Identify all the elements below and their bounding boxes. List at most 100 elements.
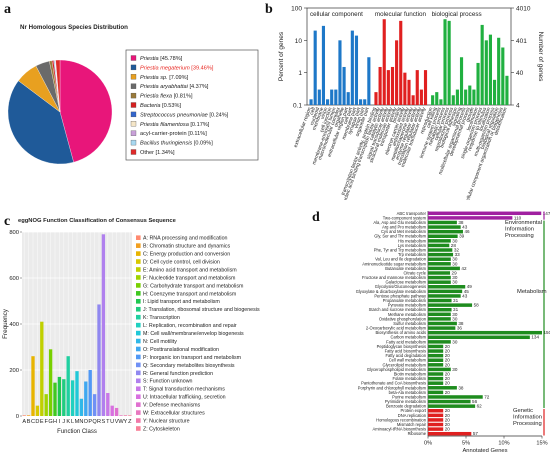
kegg-bar-citrate-cycle xyxy=(428,271,451,275)
eggnog-bar-d xyxy=(35,405,40,416)
eggnog-legend-label-t: T: Signal transduction mechanisms xyxy=(143,387,225,393)
eggnog-legend-label-i: I: Lipid transport and metabolism xyxy=(143,299,220,305)
pie-legend-swatch-priestia-sp xyxy=(130,74,137,80)
go-bar-reproductive-process xyxy=(451,95,455,105)
go-bar-macromolecular-complex xyxy=(338,40,342,106)
kegg-value-label-abc-transporter: 147 xyxy=(543,211,550,216)
go-bar-organelle xyxy=(342,66,346,105)
kegg-value-label-biotin-metabolism: 20 xyxy=(445,371,451,376)
kegg-row-label-beta-ala-metabolism: beta-Ala metabolism xyxy=(389,390,427,395)
go-bar-extracellular-region xyxy=(309,99,313,105)
kegg-row-label-porphyrin-and-chlorophyll-metabolism: Porphyrin and chlorophyll metabolism xyxy=(358,385,427,390)
kegg-group-label-genetic-information-processing: Processing xyxy=(513,421,542,427)
eggnog-legend-swatch-z xyxy=(136,426,141,431)
kegg-row-label-2-oxocarboxylic-acid-metabolism: 2-Oxocarboxylic acid metabolism xyxy=(366,326,427,331)
kegg-value-label-pantothenate-and-coa-biosynthesis: 20 xyxy=(445,381,451,386)
kegg-bar-pentose-phosphate-pathway xyxy=(428,294,461,298)
kegg-row-label-two-component-system: Two-component system xyxy=(383,215,427,220)
eggnog-y-tick-label: 200 xyxy=(9,368,19,374)
kegg-bar-protein-export xyxy=(428,409,444,413)
kegg-bar-beta-ala-metabolism xyxy=(428,390,444,395)
kegg-group-label-metabolism: Metabolism xyxy=(517,289,547,295)
panel-c-eggnog-bar-chart: eggNOG Function Classification of Consen… xyxy=(0,210,312,455)
kegg-bar-2-oxocarboxylic-acid-metabolism xyxy=(428,326,456,330)
go-bar-extracellular-region-part xyxy=(346,92,350,105)
kegg-value-label-cell-wall-metabolism: 20 xyxy=(445,358,451,363)
pie-legend-swatch-priestia xyxy=(130,55,137,61)
eggnog-bar-r xyxy=(97,304,101,416)
eggnog-legend-swatch-t xyxy=(136,386,141,392)
pie-legend-label-streptococcus-pneumoniae: Streptococcus pneumoniae [0.24%] xyxy=(140,112,229,118)
pie-legend-label-priestia-megaterium: Priestia megaterium [39.46%] xyxy=(140,65,214,71)
kegg-bar-cell-wall-metabolism xyxy=(428,358,444,362)
eggnog-x-tick-label-n: N xyxy=(79,419,83,425)
kegg-value-label-fatty-acid-degradation: 20 xyxy=(445,353,451,358)
kegg-row-label-dna-replication: DNA replication xyxy=(398,413,427,418)
kegg-value-label-fatty-acid-biosynthesis: 20 xyxy=(445,349,451,354)
kegg-bar-fatty-acid-metabolism xyxy=(428,340,451,344)
go-bar-organelle-part xyxy=(367,57,371,105)
eggnog-bar-u xyxy=(110,405,114,416)
panel-letter-b: b xyxy=(265,2,273,17)
eggnog-legend-label-c: C: Energy production and conversion xyxy=(143,252,230,258)
go-bar-reproduction xyxy=(431,95,435,105)
kegg-x-tick-label: 5% xyxy=(462,441,470,447)
eggnog-bar-y xyxy=(123,415,128,416)
kegg-row-label-fructose-and-mannose-metabolism: Fructose and mannose metabolism xyxy=(362,275,427,280)
panel-a-pie-chart: Nr Homologous Species Distribution Priest… xyxy=(0,0,265,200)
kegg-row-label-aminoacyl-trna-biosynthesis: Aminoacyl-tRNA biosynthesis xyxy=(373,427,426,432)
eggnog-bar-h xyxy=(53,382,57,416)
kegg-row-label-pentose-phosphate-pathway: Pentose phosphate pathway xyxy=(374,293,427,298)
eggnog-x-tick-label-m: M xyxy=(75,419,80,425)
eggnog-legend-label-o: O: Posttranslational modification xyxy=(143,347,219,353)
panel-letter-c: c xyxy=(4,214,11,229)
kegg-value-label-fatty-acid-metabolism: 30 xyxy=(452,339,458,344)
eggnog-x-tick-label-d: D xyxy=(35,419,39,425)
kegg-value-label-pyruvate-metabolism: 58 xyxy=(474,303,480,308)
kegg-row-label-carbon-metabolism: Carbon metabolism xyxy=(391,335,427,340)
kegg-value-label-methane-metabolism: 30 xyxy=(452,312,458,317)
go-bar-electron-carrier-activity xyxy=(403,72,407,105)
eggnog-x-tick-label-g: G xyxy=(48,419,52,425)
kegg-bar-gly-ser-and-thr-metabolism xyxy=(428,234,458,238)
go-group-label-cellular-component: cellular component xyxy=(310,11,363,18)
pie-legend-swatch-streptococcus-pneumoniae xyxy=(130,111,137,118)
go-bar-transporter-activity xyxy=(395,40,399,106)
eggnog-legend-swatch-y xyxy=(136,418,141,423)
eggnog-x-tick-label-q: Q xyxy=(92,419,97,425)
eggnog-legend-swatch-b xyxy=(136,243,141,248)
kegg-bar-glyoxylate-dicarboxylate-metabolism xyxy=(428,289,463,294)
eggnog-x-tick-label-v: V xyxy=(115,419,119,425)
kegg-value-label-dna-replication: 20 xyxy=(445,413,451,418)
go-bar-membrane xyxy=(321,25,326,106)
eggnog-title: eggNOG Function Classification of Consen… xyxy=(18,218,177,224)
go-bar-locomotion xyxy=(476,62,480,105)
eggnog-x-tick-label-b: B xyxy=(27,419,31,425)
kegg-bar-val-leu-and-ile-degradation xyxy=(428,257,451,261)
eggnog-bar-k xyxy=(66,356,70,416)
pie-legend-label-priestia-sp: Priestia sp. [7.09%] xyxy=(140,75,189,81)
kegg-bar-two-component-system xyxy=(428,216,513,220)
eggnog-legend-swatch-u xyxy=(136,394,141,399)
pie-legend-label-priestia-aryabhattai: Priestia aryabhattai [4.37%] xyxy=(140,84,209,90)
kegg-row-label-mismatch-repair: Mismatch repair xyxy=(397,422,427,427)
eggnog-y-tick-label: 0 xyxy=(16,414,19,420)
pie-legend-swatch-priestia-aryabhattai xyxy=(130,83,137,89)
kegg-row-label-phe-tyr-and-trp-metabolism: Phe, Tyr and Trp metabolism xyxy=(374,248,427,253)
kegg-row-label-propanoate-metabolism: Propanoate metabolism xyxy=(383,298,427,303)
eggnog-bar-g xyxy=(48,349,53,416)
go-bar-nucleoid xyxy=(317,89,321,105)
kegg-bar-arg-and-pro-metabolism xyxy=(428,225,461,229)
kegg-value-label-benzoate-degradation: 62 xyxy=(477,404,483,409)
go-bar-binding xyxy=(399,20,403,105)
kegg-bar-cys-and-met-metabolism xyxy=(428,229,463,234)
kegg-bar-pantothenate-and-coa-biosynthesis xyxy=(428,381,444,385)
kegg-row-label-folate-metabolism: Folate metabolism xyxy=(393,376,427,381)
kegg-x-tick-label: 0% xyxy=(424,441,432,447)
eggnog-legend-swatch-c xyxy=(136,251,141,256)
go-bar-signal-transducer-activity xyxy=(386,70,390,105)
kegg-bar-folate-metabolism xyxy=(428,376,444,381)
kegg-row-label-biotin-metabolism: Biotin metabolism xyxy=(394,371,427,376)
kegg-row-label-starch-and-sucrose-metabolism: Starch and sucrose metabolism xyxy=(369,307,427,312)
eggnog-bar-p xyxy=(88,370,92,416)
